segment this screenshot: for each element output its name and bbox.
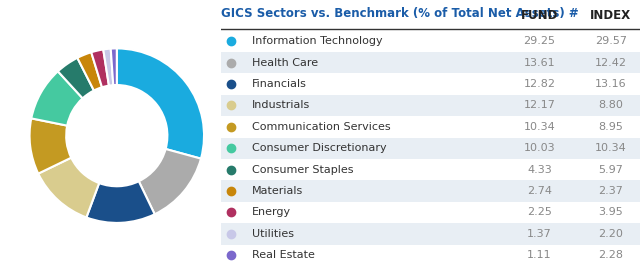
- FancyBboxPatch shape: [221, 180, 640, 202]
- Text: 12.82: 12.82: [524, 79, 556, 89]
- Text: 10.34: 10.34: [524, 122, 556, 132]
- Wedge shape: [77, 52, 102, 90]
- Text: Real Estate: Real Estate: [252, 250, 315, 260]
- Text: 29.25: 29.25: [524, 36, 556, 46]
- Text: 5.97: 5.97: [598, 165, 623, 175]
- Text: Information Technology: Information Technology: [252, 36, 383, 46]
- Text: GICS Sectors vs. Benchmark (% of Total Net Assets) #: GICS Sectors vs. Benchmark (% of Total N…: [221, 7, 579, 20]
- Text: 8.95: 8.95: [598, 122, 623, 132]
- FancyBboxPatch shape: [221, 223, 640, 245]
- FancyBboxPatch shape: [221, 95, 640, 116]
- Text: Communication Services: Communication Services: [252, 122, 391, 132]
- Text: 2.74: 2.74: [527, 186, 552, 196]
- Text: 12.17: 12.17: [524, 101, 556, 110]
- Text: Utilities: Utilities: [252, 229, 294, 239]
- Text: Energy: Energy: [252, 207, 291, 218]
- Text: 13.16: 13.16: [595, 79, 627, 89]
- Text: 13.61: 13.61: [524, 58, 556, 68]
- Text: 2.37: 2.37: [598, 186, 623, 196]
- Wedge shape: [139, 149, 201, 214]
- Wedge shape: [86, 181, 155, 223]
- Wedge shape: [31, 71, 83, 126]
- Text: Health Care: Health Care: [252, 58, 318, 68]
- FancyBboxPatch shape: [221, 52, 640, 73]
- Text: Materials: Materials: [252, 186, 303, 196]
- Text: INDEX: INDEX: [590, 9, 631, 22]
- Wedge shape: [38, 158, 99, 217]
- Text: 10.03: 10.03: [524, 143, 556, 153]
- Wedge shape: [116, 48, 204, 159]
- Text: FUND: FUND: [521, 9, 558, 22]
- Text: 4.33: 4.33: [527, 165, 552, 175]
- Text: Consumer Discretionary: Consumer Discretionary: [252, 143, 387, 153]
- Text: 10.34: 10.34: [595, 143, 627, 153]
- Text: 1.37: 1.37: [527, 229, 552, 239]
- Wedge shape: [92, 49, 109, 87]
- Text: Financials: Financials: [252, 79, 307, 89]
- Text: 1.11: 1.11: [527, 250, 552, 260]
- Text: Industrials: Industrials: [252, 101, 310, 110]
- Text: 8.80: 8.80: [598, 101, 623, 110]
- Text: 12.42: 12.42: [595, 58, 627, 68]
- Wedge shape: [103, 49, 113, 86]
- Text: 3.95: 3.95: [598, 207, 623, 218]
- Text: 2.28: 2.28: [598, 250, 623, 260]
- Wedge shape: [29, 118, 71, 174]
- FancyBboxPatch shape: [221, 138, 640, 159]
- Text: 2.20: 2.20: [598, 229, 623, 239]
- Wedge shape: [58, 58, 94, 98]
- Text: 29.57: 29.57: [595, 36, 627, 46]
- Text: Consumer Staples: Consumer Staples: [252, 165, 354, 175]
- Text: 2.25: 2.25: [527, 207, 552, 218]
- Wedge shape: [111, 48, 117, 85]
